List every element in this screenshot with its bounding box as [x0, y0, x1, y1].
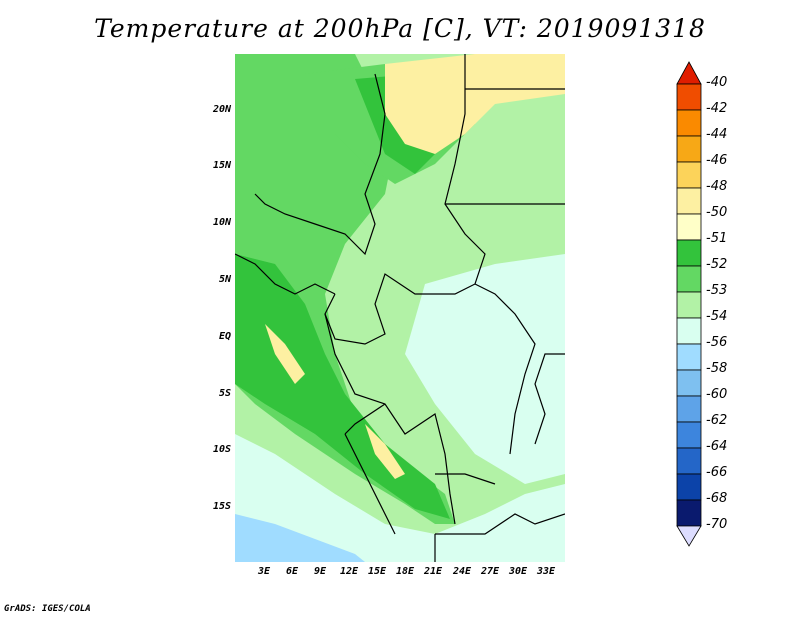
border-line: [435, 513, 565, 535]
map-plot: [235, 54, 565, 562]
colorbar-box: [676, 499, 702, 527]
lon-label: 30E: [508, 566, 528, 577]
colorbar-label: -68: [706, 491, 728, 506]
colorbar-label: -66: [706, 465, 728, 480]
contour-band-51: [235, 254, 450, 519]
colorbar-label: -44: [706, 127, 728, 142]
border-line: [435, 473, 496, 485]
colorbar-label: -53: [706, 283, 728, 298]
lat-label: 5S: [218, 388, 231, 399]
lon-label: 21E: [423, 566, 443, 577]
colorbar-label: -48: [706, 179, 728, 194]
border-line: [324, 54, 486, 345]
colorbar-label: -58: [706, 361, 728, 376]
lat-label: 15N: [212, 160, 231, 171]
lat-label: 10N: [212, 217, 231, 228]
colorbar-label: -64: [706, 439, 728, 454]
colorbar-triangle-top: [676, 61, 702, 85]
colorbar-label: -40: [706, 75, 728, 90]
contour-band-54: [405, 254, 565, 484]
chart-title: Temperature at 200hPa [C], VT: 201909131…: [94, 14, 706, 43]
colorbar-label: -70: [706, 517, 728, 532]
lon-label: 24E: [452, 566, 472, 577]
credit-text: GrADS: IGES/COLA: [4, 604, 91, 614]
colorbar-box: [676, 421, 702, 449]
colorbar-box: [676, 447, 702, 475]
border-line: [534, 353, 565, 445]
border-line: [254, 73, 386, 256]
colorbar-box: [676, 343, 702, 371]
colorbar-label: -46: [706, 153, 728, 168]
colorbar-label: -42: [706, 101, 728, 116]
contour-band-56: [235, 514, 365, 562]
contour-band-50c: [365, 424, 405, 479]
colorbar-label: -56: [706, 335, 728, 350]
border-line: [344, 403, 386, 435]
colorbar-box: [676, 83, 702, 111]
colorbar-label: -52: [706, 257, 728, 272]
colorbar: [676, 61, 702, 547]
border-line: [235, 253, 336, 295]
colorbar-box: [676, 395, 702, 423]
colorbar-box: [676, 265, 702, 293]
border-line: [324, 313, 456, 525]
lon-label: 3E: [257, 566, 271, 577]
lat-label: 15S: [212, 501, 231, 512]
colorbar-box: [676, 317, 702, 345]
lon-label: 12E: [339, 566, 359, 577]
colorbar-triangle-bottom: [676, 525, 702, 547]
lon-label: 18E: [395, 566, 415, 577]
colorbar-label: -62: [706, 413, 728, 428]
contour-band-50b: [265, 324, 305, 384]
colorbar-box: [676, 239, 702, 267]
lat-label: 10S: [212, 444, 231, 455]
colorbar-box: [676, 369, 702, 397]
border-line: [344, 433, 396, 535]
lon-label: 9E: [313, 566, 327, 577]
border-line: [474, 283, 536, 455]
colorbar-label: -54: [706, 309, 728, 324]
colorbar-label: -51: [706, 231, 728, 246]
lon-label: 33E: [536, 566, 556, 577]
colorbar-box: [676, 291, 702, 319]
colorbar-box: [676, 213, 702, 241]
lon-label: 15E: [367, 566, 387, 577]
lat-label: 5N: [218, 274, 231, 285]
colorbar-box: [676, 109, 702, 137]
lon-label: 6E: [285, 566, 299, 577]
colorbar-box: [676, 135, 702, 163]
lon-label: 27E: [480, 566, 500, 577]
colorbar-box: [676, 473, 702, 501]
colorbar-label: -50: [706, 205, 728, 220]
contour-band-54s: [235, 434, 565, 562]
colorbar-box: [676, 187, 702, 215]
colorbar-label: -60: [706, 387, 728, 402]
contour-band-50: [385, 54, 565, 154]
colorbar-box: [676, 161, 702, 189]
lat-label: EQ: [218, 331, 231, 342]
lat-label: 20N: [212, 104, 231, 115]
